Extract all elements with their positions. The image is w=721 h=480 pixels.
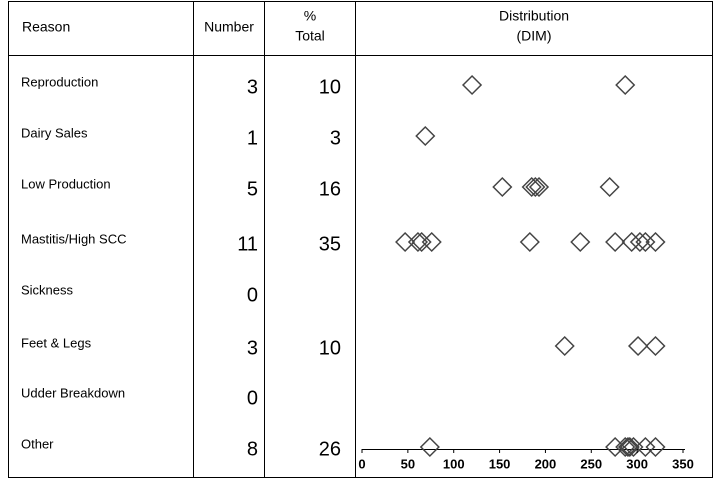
number-cell: 3 xyxy=(247,337,258,359)
diamond-marker xyxy=(407,231,429,253)
x-tick-label: 350 xyxy=(672,456,694,471)
reason-label: Low Production xyxy=(21,176,111,191)
diamond-marker xyxy=(421,231,442,253)
x-tick-label: 150 xyxy=(489,456,511,471)
diamond-marker xyxy=(615,436,636,458)
diamond-marker xyxy=(627,335,649,357)
diamond-marker xyxy=(415,125,436,147)
diamond-marker xyxy=(635,436,656,458)
reason-label: Reproduction xyxy=(21,74,98,89)
diamond-marker xyxy=(645,231,666,253)
percent-cell: 10 xyxy=(319,76,341,98)
percent-cell: 10 xyxy=(319,337,341,359)
header: % xyxy=(304,8,316,24)
diamond-marker xyxy=(554,335,575,357)
number-cell: 11 xyxy=(237,233,258,255)
number-cell: 0 xyxy=(247,284,258,306)
x-tick-label: 250 xyxy=(580,456,602,471)
percent-cell: 3 xyxy=(330,127,341,149)
diamond-marker xyxy=(525,176,546,198)
reason-label: Mastitis/High SCC xyxy=(21,231,126,246)
diamond-marker xyxy=(419,436,440,458)
header: Total xyxy=(295,28,325,44)
diamond-marker xyxy=(645,436,666,458)
percent-cell: 16 xyxy=(319,178,341,200)
number-cell: 5 xyxy=(247,178,258,200)
x-tick-label: 200 xyxy=(535,456,557,471)
x-tick-label: 300 xyxy=(626,456,648,471)
diamond-marker xyxy=(395,231,416,253)
reason-label: Other xyxy=(21,436,54,451)
diamond-marker xyxy=(617,436,639,458)
reason-label: Dairy Sales xyxy=(21,125,88,140)
percent-cell: 35 xyxy=(319,233,341,255)
diamond-marker xyxy=(492,176,513,198)
diamond-marker xyxy=(411,231,432,253)
x-tick-label: 0 xyxy=(358,456,365,471)
diamond-marker xyxy=(521,176,542,198)
reason-label: Sickness xyxy=(21,282,74,297)
diamond-marker xyxy=(645,335,666,357)
diamond-marker xyxy=(621,231,642,253)
percent-cell: 26 xyxy=(319,438,341,460)
header: (DIM) xyxy=(517,28,552,44)
number-cell: 3 xyxy=(247,76,258,98)
table-border xyxy=(8,1,713,478)
diamond-marker xyxy=(519,231,540,253)
number-cell: 1 xyxy=(247,127,258,149)
diamond-marker xyxy=(528,176,550,198)
diamond-marker xyxy=(605,231,626,253)
reason-label: Feet & Legs xyxy=(21,335,92,350)
number-cell: 0 xyxy=(247,387,258,409)
diamond-marker xyxy=(619,436,640,458)
x-tick-label: 100 xyxy=(443,456,465,471)
diamond-marker xyxy=(570,231,591,253)
diamond-marker xyxy=(629,231,650,253)
number-cell: 8 xyxy=(247,438,258,460)
header: Distribution xyxy=(499,8,569,24)
diamond-marker xyxy=(635,231,656,253)
diamond-marker xyxy=(615,74,636,96)
reason-label: Udder Breakdown xyxy=(21,385,125,400)
diamond-marker xyxy=(461,74,483,96)
diamond-marker xyxy=(599,176,620,198)
x-tick-label: 50 xyxy=(401,456,415,471)
header: Reason xyxy=(22,19,70,35)
header: Number xyxy=(204,19,254,35)
